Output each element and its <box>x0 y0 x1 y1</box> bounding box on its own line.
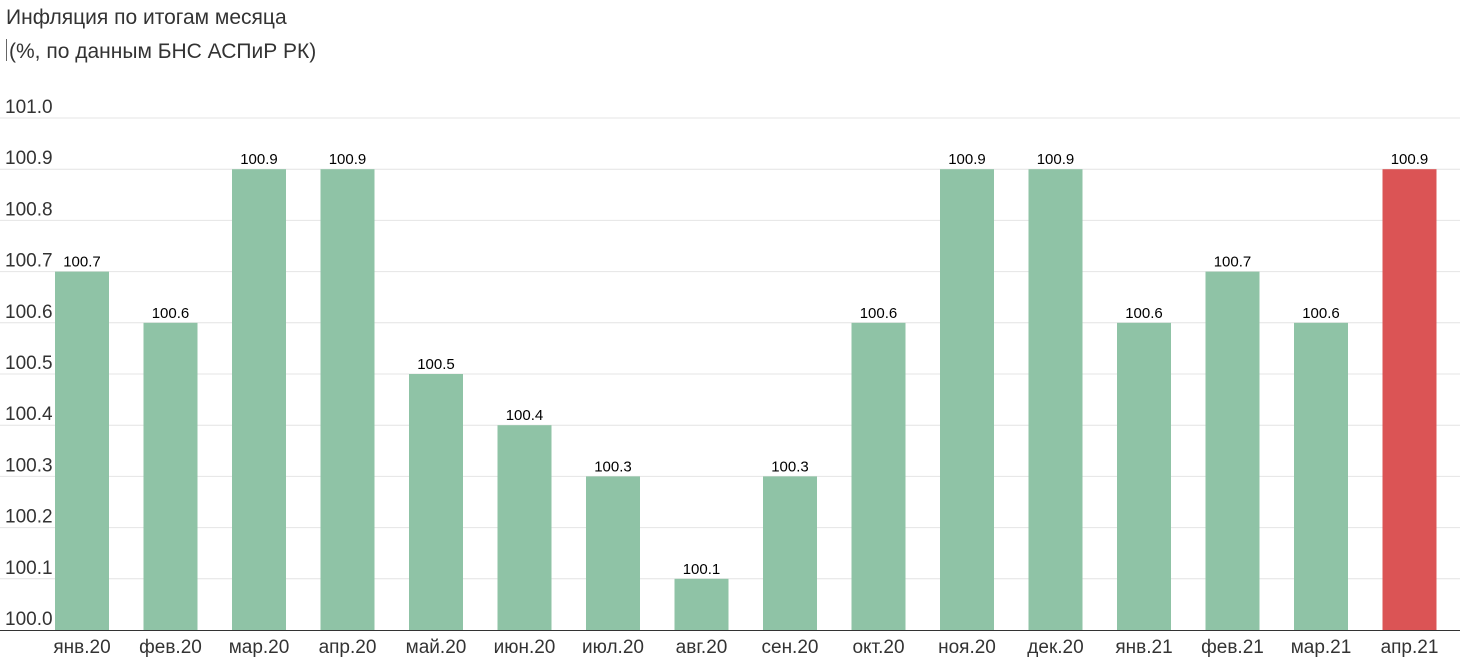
x-tick-label: фев.20 <box>139 637 202 658</box>
bar <box>763 476 817 630</box>
bar <box>232 169 286 630</box>
bar <box>55 271 109 630</box>
data-label: 100.5 <box>417 356 455 373</box>
data-labels: 100.7 100.6 100.9 100.9 100.5 100.4 100.3 100.1… <box>63 151 1428 578</box>
chart-subtitle: (%, по данным БНС АСПиР РК) <box>9 40 317 63</box>
x-tick-label: апр.20 <box>319 637 377 658</box>
y-tick-label: 100.7 <box>5 251 53 272</box>
bar <box>143 322 198 630</box>
data-label: 100.9 <box>1037 151 1075 168</box>
data-label: 100.6 <box>152 305 190 322</box>
data-label: 100.3 <box>771 458 809 475</box>
x-tick-label: дек.20 <box>1027 637 1083 658</box>
x-tick-label: июл.20 <box>582 637 644 658</box>
bar <box>1294 322 1348 630</box>
y-tick-label: 101.0 <box>5 97 53 118</box>
x-tick-label: авг.20 <box>676 637 728 658</box>
data-label: 100.9 <box>240 151 278 168</box>
data-label: 100.7 <box>63 254 101 271</box>
data-label: 100.4 <box>506 407 544 424</box>
data-label: 100.1 <box>683 561 721 578</box>
x-tick-label: апр.21 <box>1381 637 1439 658</box>
data-label: 100.9 <box>948 151 986 168</box>
y-tick-label: 100.6 <box>5 302 53 323</box>
bar <box>1205 271 1260 630</box>
y-tick-label: 100.9 <box>5 148 53 169</box>
x-tick-label: окт.20 <box>852 637 904 658</box>
y-tick-label: 100.8 <box>5 199 53 220</box>
x-tick-label: май.20 <box>406 637 467 658</box>
data-label: 100.9 <box>329 151 367 168</box>
y-tick-label: 100.3 <box>5 455 53 476</box>
bar <box>1028 169 1083 630</box>
chart-subtitle-wrapper: (%, по данным БНС АСПиР РК) <box>6 38 316 66</box>
x-tick-label: июн.20 <box>494 637 556 658</box>
x-tick-label: мар.20 <box>229 637 290 658</box>
y-axis-ticks: 100.0 100.1 100.2 100.3 100.4 100.5 100.6 100.7… <box>5 97 53 630</box>
bars <box>55 169 1437 630</box>
y-tick-label: 100.5 <box>5 353 53 374</box>
x-tick-label: мар.21 <box>1291 637 1352 658</box>
x-tick-label: янв.20 <box>53 637 110 658</box>
data-label: 100.6 <box>1302 305 1340 322</box>
x-axis-ticks: янв.20 фев.20 мар.20 апр.20 май.20 июн.20 июл.… <box>53 637 1438 658</box>
bar <box>674 578 729 630</box>
chart-title: Инфляция по итогам месяца <box>6 6 287 29</box>
bar <box>1117 322 1171 630</box>
data-label: 100.9 <box>1391 151 1429 168</box>
x-tick-label: ноя.20 <box>938 637 996 658</box>
data-label: 100.6 <box>860 305 898 322</box>
data-label: 100.3 <box>594 458 632 475</box>
y-tick-label: 100.4 <box>5 404 53 425</box>
bar <box>940 169 994 630</box>
x-tick-label: фев.21 <box>1201 637 1264 658</box>
bar <box>409 374 463 630</box>
x-tick-label: янв.21 <box>1115 637 1172 658</box>
bar <box>851 322 906 630</box>
y-tick-label: 100.0 <box>5 609 53 630</box>
data-label: 100.7 <box>1214 254 1252 271</box>
bar <box>586 476 640 630</box>
data-label: 100.6 <box>1125 305 1163 322</box>
subtitle-marker <box>6 39 7 61</box>
bar <box>320 169 375 630</box>
x-tick-label: сен.20 <box>762 637 819 658</box>
bar <box>1382 169 1437 630</box>
y-tick-label: 100.1 <box>5 558 53 579</box>
y-tick-label: 100.2 <box>5 507 53 528</box>
bar <box>497 425 552 630</box>
